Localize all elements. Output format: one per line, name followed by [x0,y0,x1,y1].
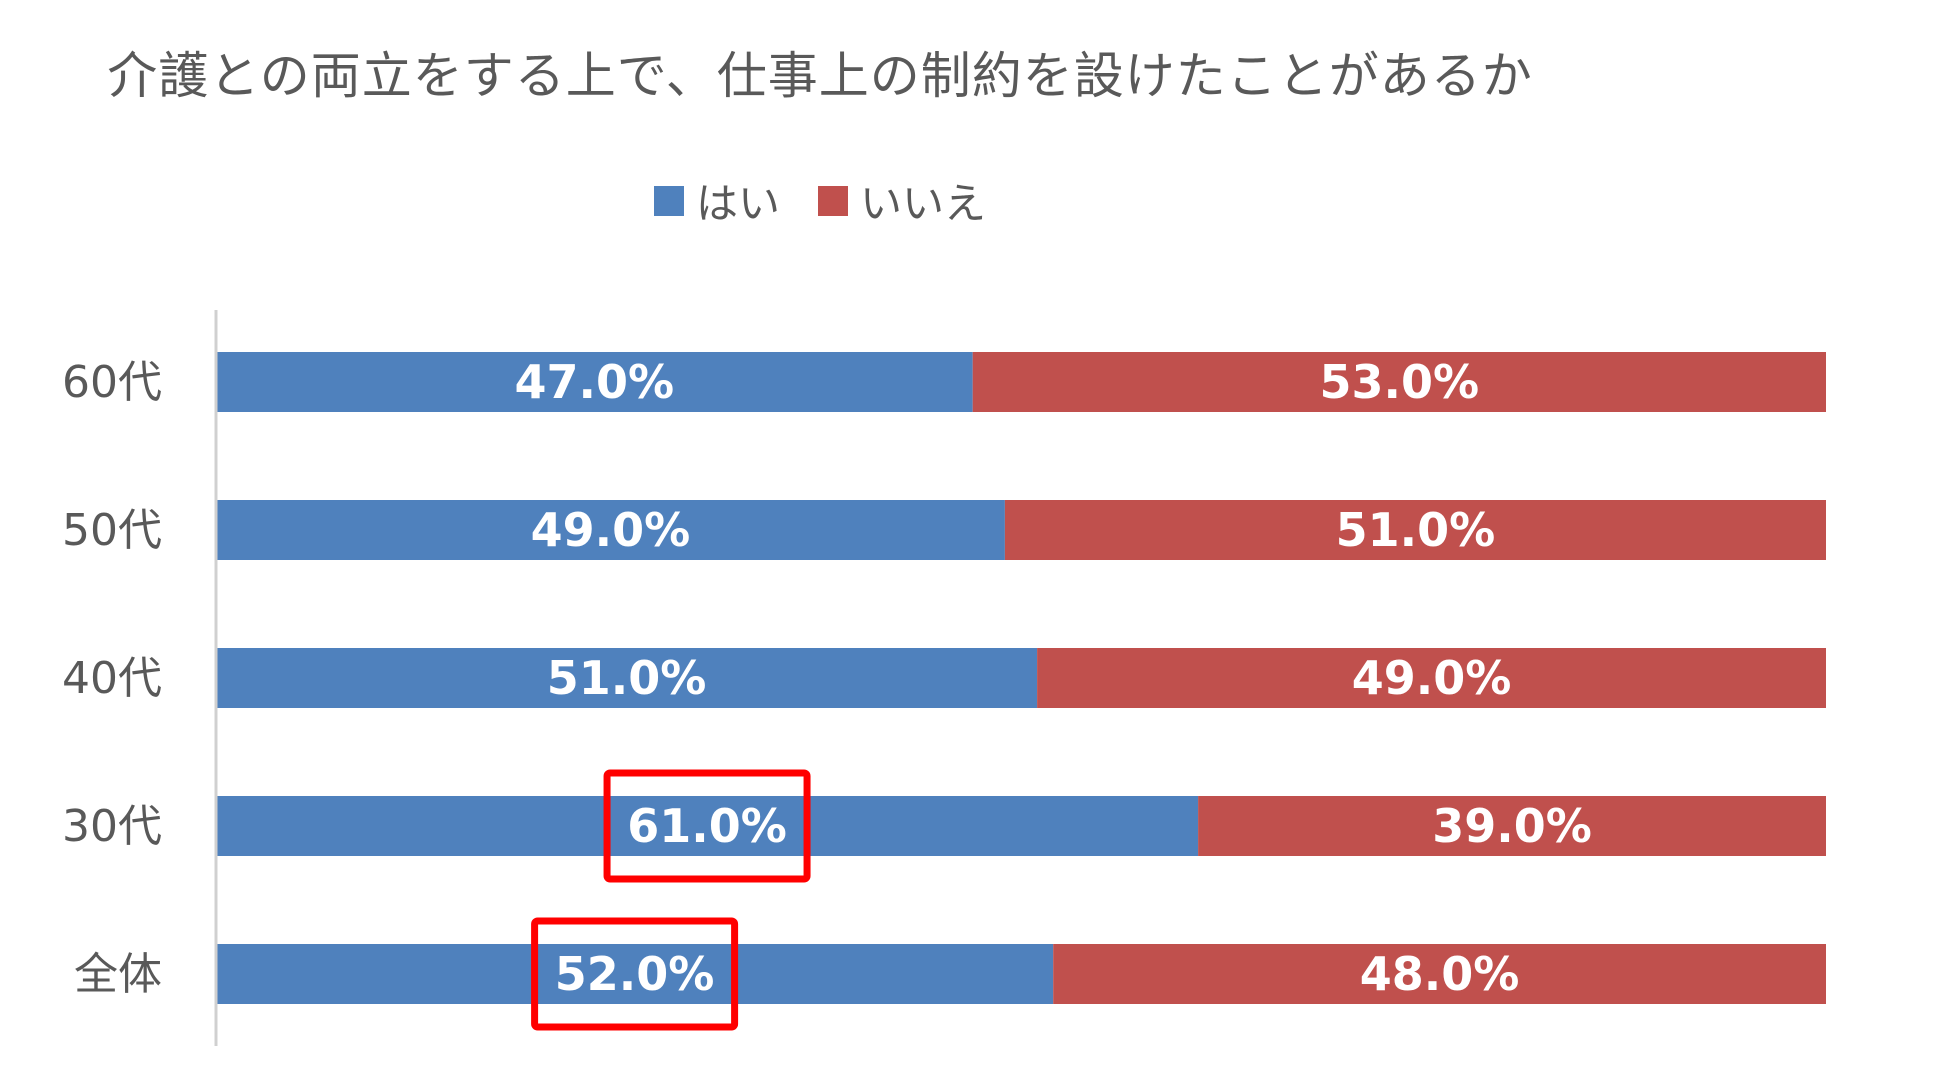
legend-swatch-yes [653,185,684,216]
category-label: 60代 [62,357,162,408]
bar-segment-no [1037,648,1826,708]
legend-swatch-no [818,185,848,216]
data-label: 53.0% [1320,355,1480,409]
bar-segment-yes [216,944,1054,1004]
category-label: 30代 [62,801,162,852]
data-label: 47.0% [515,355,675,409]
data-label: 49.0% [1352,651,1512,705]
category-label: 全体 [74,949,162,1000]
data-label: 49.0% [531,503,691,557]
bar-segment-no [1004,500,1826,560]
bar-segment-no [1053,944,1826,1004]
legend: はい いいえ [0,170,1950,231]
legend-label-no: いいえ [860,179,987,228]
highlight-box [603,769,811,883]
bar-segment-yes [216,796,1199,856]
bar-segment-no [972,352,1826,412]
legend-item-no: いいえ [818,170,986,231]
legend-label-yes: はい [695,179,780,228]
category-label: 40代 [62,653,162,704]
highlight-box [531,917,739,1031]
data-label: 48.0% [1360,947,1520,1001]
bar-segment-yes [216,352,973,412]
data-label: 51.0% [547,651,707,705]
data-label: 39.0% [1432,799,1592,853]
legend-item-yes: はい [653,170,780,231]
chart-title: 介護との両立をする上で、仕事上の制約を設けたことがあるか [107,47,1533,105]
bar-segment-yes [216,648,1038,708]
data-label: 52.0% [555,947,715,1001]
bar-segment-no [1198,796,1826,856]
bar-segment-yes [216,500,1005,560]
data-label: 51.0% [1336,503,1496,557]
data-label: 61.0% [627,799,787,853]
category-label: 50代 [62,505,162,556]
